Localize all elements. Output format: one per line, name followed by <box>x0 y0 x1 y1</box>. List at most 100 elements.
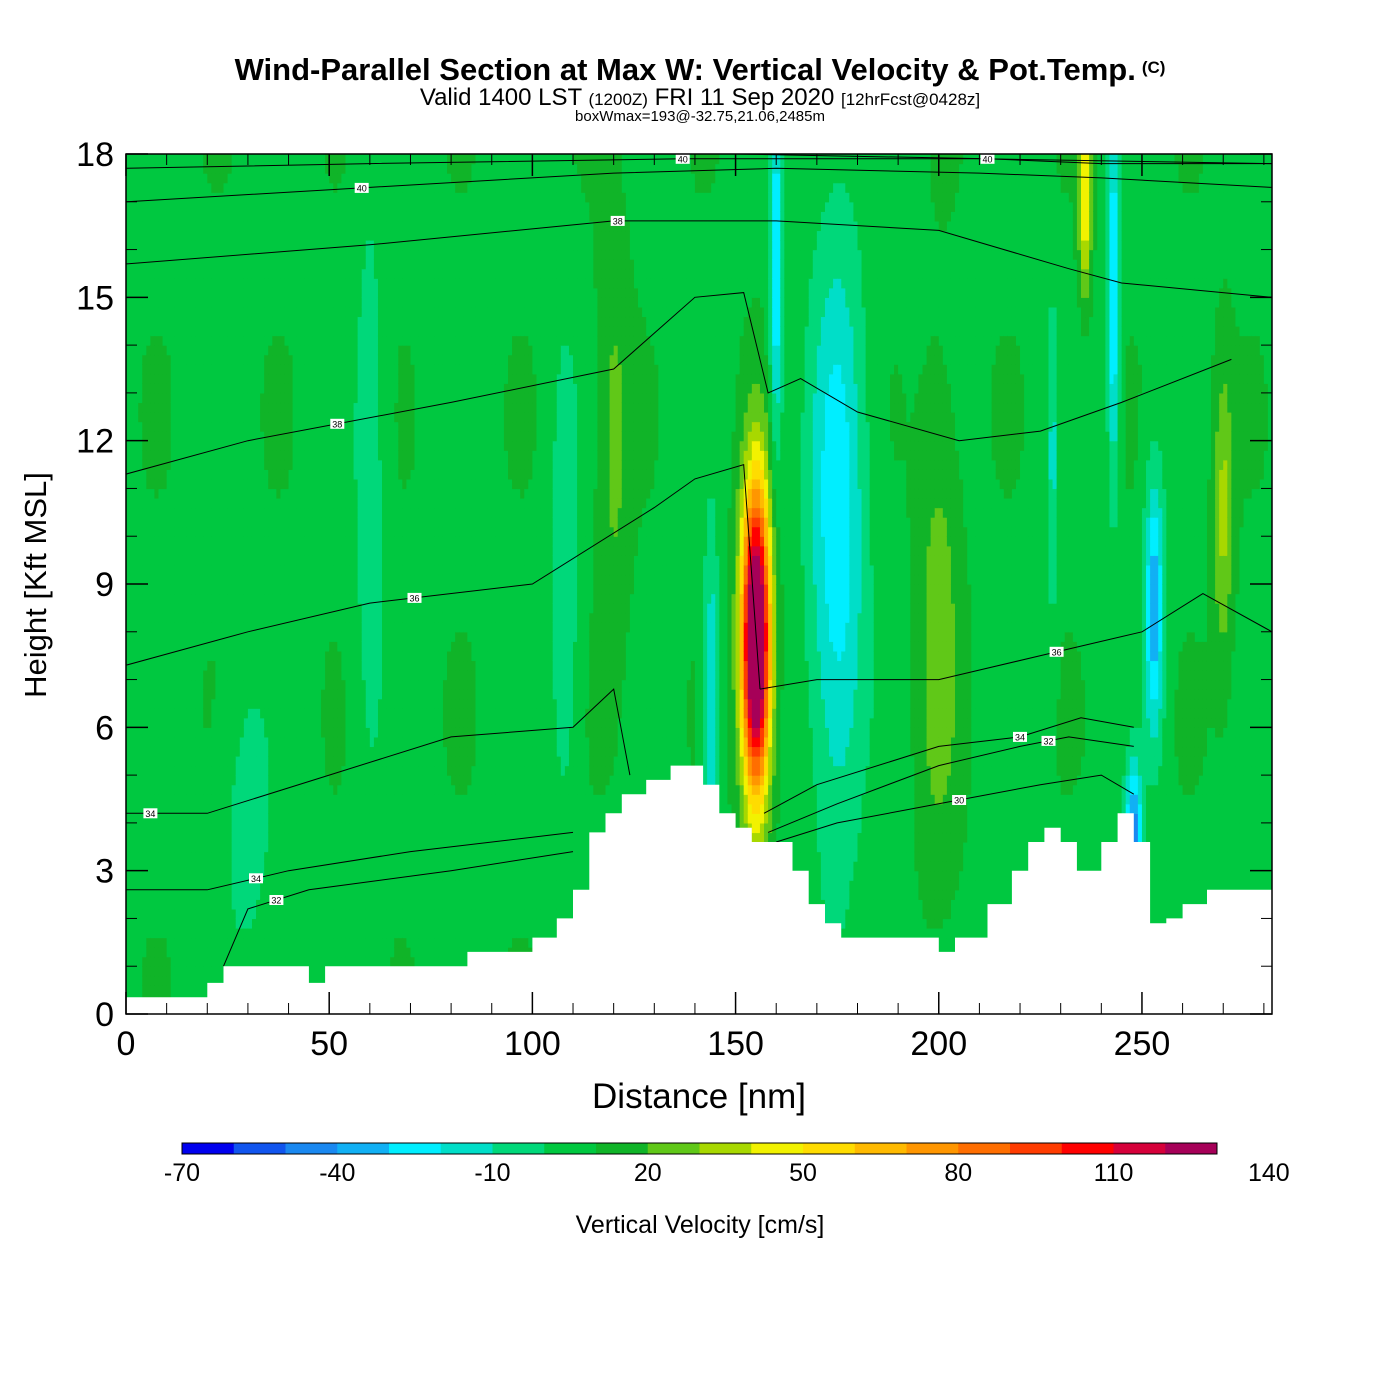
w-cell <box>162 373 168 384</box>
w-cell <box>138 220 143 232</box>
w-cell <box>231 173 237 184</box>
w-cell <box>235 240 241 251</box>
w-cell <box>162 192 168 203</box>
w-cell <box>325 173 330 184</box>
w-cell <box>329 326 334 337</box>
w-cell <box>235 163 241 174</box>
w-cell <box>256 498 261 509</box>
w-cell <box>191 278 196 289</box>
w-cell <box>178 182 184 193</box>
w-cell <box>126 517 131 528</box>
w-cell <box>239 421 245 432</box>
w-cell <box>227 832 233 843</box>
w-cell <box>158 421 164 432</box>
w-cell <box>264 326 269 337</box>
w-cell <box>174 268 180 279</box>
w-cell <box>195 641 200 652</box>
w-cell <box>191 584 196 595</box>
w-cell <box>158 306 164 318</box>
w-cell <box>219 211 225 222</box>
w-cell <box>235 507 241 518</box>
w-cell <box>284 622 290 633</box>
w-cell <box>158 880 164 891</box>
w-cell <box>264 211 269 222</box>
w-cell <box>211 364 216 375</box>
w-cell <box>170 870 176 881</box>
w-cell <box>345 412 351 423</box>
w-cell <box>325 421 330 432</box>
w-cell <box>304 622 310 633</box>
w-cell <box>166 373 172 384</box>
w-cell <box>300 947 306 958</box>
w-cell <box>195 240 200 251</box>
w-cell <box>251 698 257 709</box>
w-cell <box>345 373 351 384</box>
w-cell <box>276 392 282 404</box>
w-cell <box>349 832 355 843</box>
w-cell <box>126 918 131 929</box>
w-cell <box>231 373 237 384</box>
w-cell <box>199 555 204 566</box>
w-cell <box>207 870 212 881</box>
w-cell <box>247 412 253 423</box>
w-cell <box>276 689 282 700</box>
w-cell <box>337 918 342 929</box>
w-cell <box>239 708 245 719</box>
w-cell <box>186 765 192 776</box>
w-cell <box>296 593 302 604</box>
w-cell <box>134 469 139 480</box>
w-cell <box>211 211 216 222</box>
w-cell <box>219 593 225 604</box>
w-cell <box>288 364 294 375</box>
w-cell <box>304 354 310 365</box>
w-cell <box>260 928 265 939</box>
w-cell <box>239 192 245 203</box>
w-cell <box>199 908 204 920</box>
w-cell <box>182 679 188 690</box>
w-cell <box>195 794 200 805</box>
w-cell <box>325 679 330 690</box>
w-cell <box>203 641 208 652</box>
w-cell <box>239 631 245 642</box>
w-cell <box>308 259 314 270</box>
w-cell <box>349 727 355 738</box>
w-cell <box>239 287 245 298</box>
w-cell <box>178 947 184 958</box>
w-cell <box>211 287 216 298</box>
w-cell <box>325 870 330 881</box>
w-cell <box>235 259 241 270</box>
w-cell <box>134 517 139 528</box>
w-cell <box>268 383 273 394</box>
w-cell <box>170 488 176 499</box>
w-cell <box>191 459 196 470</box>
w-cell <box>215 469 221 480</box>
w-cell <box>130 918 135 929</box>
w-cell <box>182 975 188 986</box>
w-cell <box>276 756 282 767</box>
w-cell <box>223 421 229 432</box>
w-cell <box>154 603 160 614</box>
w-cell <box>272 631 277 642</box>
w-cell <box>207 803 212 814</box>
w-cell <box>174 928 180 939</box>
w-cell <box>166 784 172 795</box>
w-cell <box>166 249 172 260</box>
w-cell <box>158 593 164 604</box>
w-cell <box>142 364 147 375</box>
w-cell <box>182 326 188 337</box>
w-cell <box>304 698 310 709</box>
w-cell <box>182 555 188 566</box>
w-cell <box>268 478 273 490</box>
w-cell <box>182 631 188 642</box>
w-cell <box>280 220 286 232</box>
w-cell <box>288 851 294 862</box>
w-cell <box>203 851 208 862</box>
w-cell <box>288 536 294 547</box>
w-cell <box>312 784 318 795</box>
w-cell <box>276 717 282 728</box>
w-cell <box>300 392 306 404</box>
w-cell <box>349 708 355 719</box>
w-cell <box>321 182 326 193</box>
w-cell <box>178 163 184 174</box>
w-cell <box>211 593 216 604</box>
